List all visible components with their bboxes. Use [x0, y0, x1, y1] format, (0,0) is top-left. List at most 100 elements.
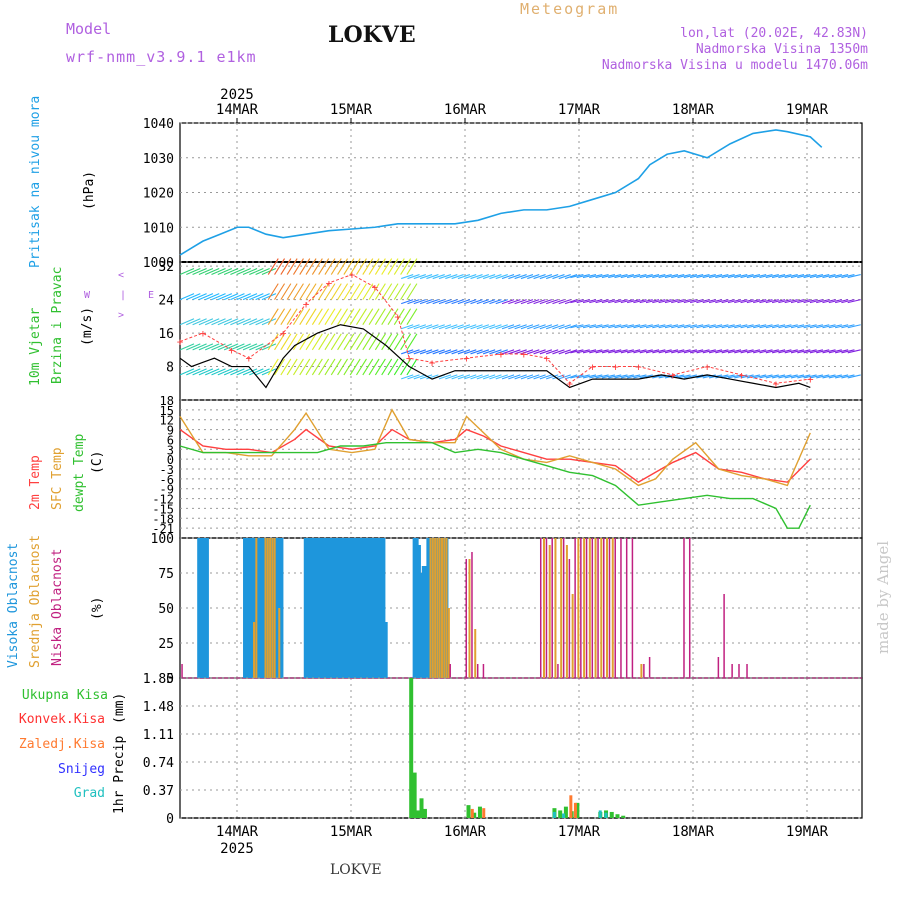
- wind-arrow: [708, 274, 723, 279]
- wind-arrow: [482, 349, 496, 355]
- wind-arrow: [683, 274, 697, 279]
- total-precip-bar: [621, 815, 626, 818]
- wind-arrow: [464, 349, 477, 355]
- wind-arrow: [470, 349, 483, 355]
- wind-arrow: [249, 343, 264, 351]
- mid-cloud-bar: [266, 538, 269, 678]
- wind-arrow: [514, 274, 527, 280]
- wind-arrow: [406, 358, 418, 376]
- wind-arrow: [445, 349, 458, 355]
- wind-arrow: [330, 283, 342, 300]
- wind-arrow: [552, 299, 565, 305]
- wind-arrow: [633, 324, 647, 329]
- wind-arrow: [230, 268, 245, 276]
- mid-cloud-bar: [640, 664, 643, 678]
- total-precip-bar: [472, 812, 477, 818]
- low-cloud-bar: [591, 538, 594, 678]
- wind-arrow: [495, 299, 508, 305]
- wind-arrow: [771, 299, 786, 304]
- wind-arrow: [715, 349, 729, 354]
- wind-arrow: [211, 368, 226, 376]
- direction-key-east: E: [148, 290, 155, 301]
- wind-arrow: [393, 358, 405, 376]
- wind-arrow: [349, 258, 361, 275]
- wind-arrow: [771, 324, 786, 329]
- wind-arrow: [727, 374, 742, 379]
- wind-arrow: [407, 299, 420, 305]
- wind-arrow: [204, 343, 220, 351]
- mid-cloud-bar: [611, 538, 614, 678]
- wind-arrow: [381, 308, 393, 326]
- wind-arrow: [349, 333, 361, 351]
- wind-gust-marker: +: [303, 298, 310, 311]
- wind-arrow: [255, 293, 270, 301]
- wind-arrow: [419, 324, 433, 330]
- wind-arrow: [236, 293, 251, 301]
- wind-arrow: [677, 349, 691, 354]
- wind-arrow: [356, 308, 367, 326]
- wind-gust-marker: +: [773, 377, 780, 390]
- wind-arrow: [834, 349, 849, 354]
- wind-arrow: [223, 268, 239, 276]
- wind-arrow: [413, 374, 426, 380]
- mid-cloud-bar: [434, 538, 437, 678]
- wind-arrow: [608, 299, 622, 304]
- wind-arrow: [727, 349, 742, 354]
- direction-key-arrow-right: >: [118, 310, 125, 321]
- cloud-y-tick: 100: [151, 532, 174, 547]
- wind-arrow: [841, 324, 855, 329]
- wind-arrow: [778, 374, 792, 379]
- wind-arrow: [834, 324, 849, 329]
- low-cloud-bar: [738, 664, 740, 678]
- wind-y-tick: 16: [158, 327, 174, 342]
- wind-arrow: [601, 274, 616, 279]
- low-cloud-bar: [688, 538, 691, 678]
- wind-arrow: [343, 283, 355, 300]
- mid-cloud-bar: [560, 538, 563, 678]
- wind-arrow: [318, 283, 330, 300]
- wind-arrow: [753, 349, 767, 354]
- wind-arrow: [633, 349, 647, 354]
- wind-arrow: [406, 283, 418, 300]
- wind-arrow: [721, 274, 735, 279]
- wind-arrow: [292, 308, 304, 326]
- wind-arrow: [476, 324, 490, 330]
- frozen-precip-bar: [470, 808, 474, 818]
- wind-arrow: [198, 293, 214, 301]
- wind-arrow: [318, 333, 330, 351]
- wind-arrow: [508, 324, 521, 330]
- wind-arrow: [368, 283, 380, 300]
- wind-arrow: [633, 374, 647, 379]
- wind-arrow: [822, 349, 836, 354]
- wind-arrow: [267, 333, 279, 351]
- wind-direction-key: W E < | >: [82, 256, 154, 326]
- pressure-line: [179, 129, 823, 256]
- wind-arrow: [558, 374, 571, 380]
- precip-y-tick: 1.85: [143, 672, 174, 687]
- wind-arrow: [400, 333, 412, 351]
- wind-arrow: [690, 274, 704, 279]
- wind-arrow: [816, 374, 830, 379]
- wind-arrow: [217, 318, 233, 326]
- wind-arrow: [778, 299, 792, 304]
- wind-arrow: [204, 318, 220, 326]
- wind-arrow: [658, 299, 672, 304]
- wind-arrow: [715, 299, 729, 304]
- wind-arrow: [677, 274, 691, 279]
- wind-arrow: [362, 258, 374, 275]
- cloud-y-tick: 25: [158, 637, 174, 652]
- total-precip-bar: [409, 678, 414, 818]
- wind-arrow: [564, 324, 578, 330]
- wind-arrow: [407, 324, 420, 330]
- wind-arrow: [374, 283, 386, 300]
- wind-arrow: [401, 324, 414, 330]
- wind-arrow: [217, 293, 233, 301]
- wind-arrow: [318, 308, 330, 326]
- wind-arrow: [708, 349, 723, 354]
- wind-arrow: [242, 268, 258, 276]
- wind-arrow: [715, 274, 729, 279]
- high-cloud-bar: [381, 622, 388, 678]
- wind-arrow: [387, 283, 399, 300]
- wind-arrow: [558, 299, 571, 305]
- model-name: wrf-nmm_v3.9.1 e1km: [66, 48, 257, 66]
